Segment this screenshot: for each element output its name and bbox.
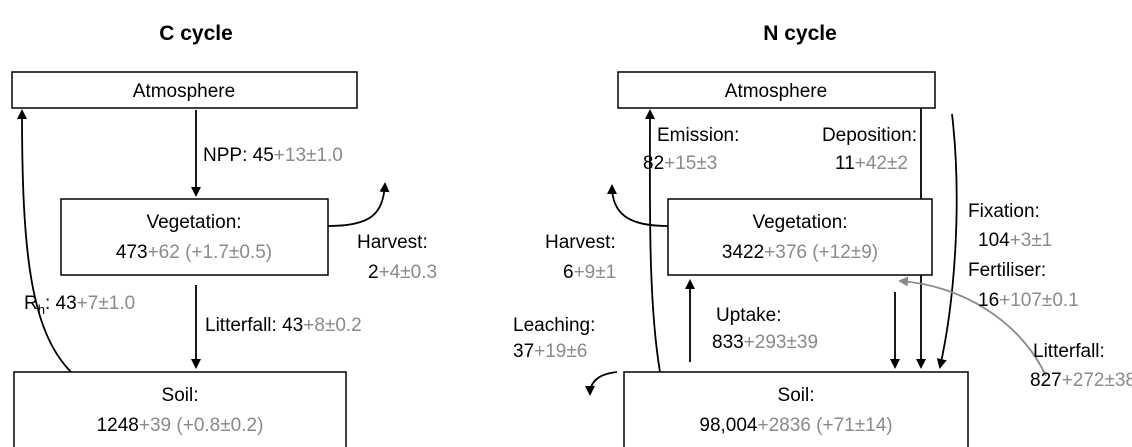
flux: 82+15±3 (643, 153, 717, 174)
label: Harvest: (545, 232, 616, 253)
arrow (898, 276, 1047, 377)
value: 45 (253, 145, 274, 166)
flux: 11+42±2 (835, 153, 908, 174)
values: 473+62 (+1.7±0.5) (116, 242, 272, 263)
subscript: h (38, 302, 45, 317)
value: 43 (56, 293, 77, 314)
value: 2 (368, 262, 379, 283)
arrow (607, 184, 669, 227)
label: Atmosphere (133, 81, 235, 102)
label: Atmosphere (725, 81, 827, 102)
change: +293±39 (744, 332, 818, 353)
values: 3422+376 (+12±9) (722, 242, 878, 263)
change: +15±3 (664, 153, 717, 174)
change: +62 (148, 242, 180, 263)
label: Vegetation: (752, 212, 847, 233)
flux: Rh: 43+7±1.0 (24, 293, 135, 317)
arrow (644, 109, 661, 373)
arrow (17, 109, 72, 373)
label: NPP: (203, 145, 247, 166)
change: +4±0.3 (379, 262, 438, 283)
value: 1248 (97, 415, 139, 436)
change: +376 (764, 242, 807, 263)
value: 827 (1030, 370, 1062, 391)
values: 1248+39 (+0.8±0.2) (97, 415, 264, 436)
box (623, 371, 969, 447)
label: Soil: (162, 385, 199, 406)
change: +107±0.1 (999, 290, 1079, 311)
box (60, 198, 329, 276)
arrow (936, 113, 958, 369)
flux: 6+9±1 (563, 262, 616, 283)
label: Vegetation: (146, 212, 241, 233)
value: 11 (835, 153, 855, 174)
value: 104 (978, 230, 1010, 251)
label: Deposition: (822, 125, 917, 146)
value: 473 (116, 242, 148, 263)
flux: 827+272±38 (1030, 370, 1132, 391)
arrow (585, 371, 618, 396)
label: Soil: (778, 385, 815, 406)
rate: (+1.7±0.5) (185, 242, 272, 263)
label: Emission: (657, 125, 739, 146)
suffix: : (45, 293, 50, 314)
label: Harvest: (357, 232, 428, 253)
value: 3422 (722, 242, 764, 263)
flux: 37+19±6 (513, 341, 587, 362)
box (13, 371, 347, 447)
change: +13±1.0 (274, 145, 343, 166)
label: Litterfall: (205, 315, 277, 336)
value: 43 (282, 315, 303, 336)
box (11, 71, 358, 109)
rate: (+0.8±0.2) (176, 415, 263, 436)
label: Fixation: (968, 201, 1040, 222)
flux: 16+107±0.1 (978, 290, 1079, 311)
change: +8±0.2 (303, 315, 362, 336)
box (667, 198, 933, 276)
box (617, 71, 936, 109)
label: Litterfall: (1033, 341, 1105, 362)
flux: 2+4±0.3 (368, 262, 437, 283)
value: 16 (978, 290, 999, 311)
change: +272±38 (1062, 370, 1132, 391)
title: N cycle (763, 22, 837, 45)
change: +39 (139, 415, 171, 436)
change: +3±1 (1010, 230, 1053, 251)
value: 98,004 (699, 415, 758, 436)
label: Fertiliser: (968, 260, 1046, 281)
flux: NPP: 45+13±1.0 (203, 145, 343, 166)
label: Leaching: (513, 315, 595, 336)
change: +9±1 (574, 262, 617, 283)
rate: (+12±9) (812, 242, 878, 263)
label: R (24, 293, 38, 314)
flux: Litterfall: 43+8±0.2 (205, 315, 362, 336)
change: +42±2 (855, 153, 908, 174)
flux: 104+3±1 (978, 230, 1052, 251)
rate: (+71±14) (816, 415, 892, 436)
value: 833 (712, 332, 744, 353)
arrow (327, 182, 390, 227)
title: C cycle (159, 22, 233, 45)
flux: 833+293±39 (712, 332, 818, 353)
change: +2836 (758, 415, 811, 436)
value: 82 (643, 153, 664, 174)
value: 37 (513, 341, 534, 362)
change: +19±6 (534, 341, 587, 362)
change: +7±1.0 (77, 293, 136, 314)
values: 98,004+2836 (+71±14) (699, 415, 892, 436)
value: 6 (563, 262, 574, 283)
label: Uptake: (716, 305, 781, 326)
